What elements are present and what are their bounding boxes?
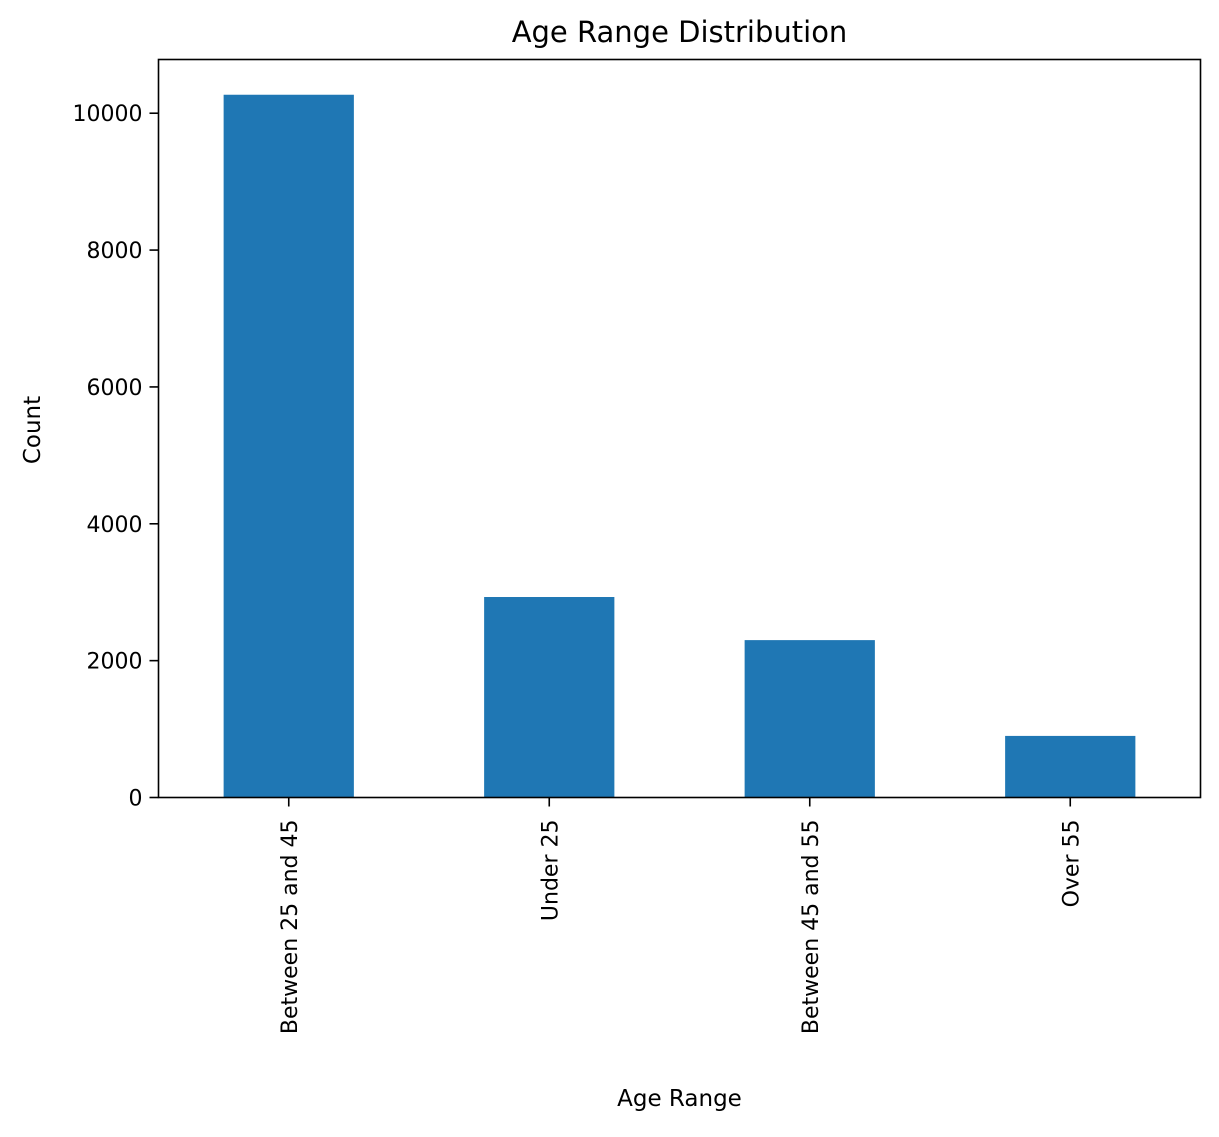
x-tick-label: Between 45 and 55 [799, 820, 824, 1035]
y-tick-label: 6000 [87, 376, 143, 401]
y-tick-label: 2000 [87, 650, 143, 675]
chart-title: Age Range Distribution [512, 15, 848, 49]
x-axis: Between 25 and 45 Under 25 Between 45 and … [278, 797, 1084, 1035]
bar [223, 94, 354, 798]
x-tick-label: Between 25 and 45 [278, 820, 303, 1035]
bar [1005, 735, 1136, 798]
y-tick-label: 8000 [87, 239, 143, 264]
y-tick-label: 10000 [73, 102, 143, 127]
bars-group [223, 94, 1136, 798]
bar [744, 640, 875, 798]
y-tick-label: 0 [129, 787, 143, 812]
x-tick-label: Under 25 [538, 820, 563, 922]
y-axis-label: Count [20, 396, 46, 464]
x-tick-label: Over 55 [1059, 820, 1084, 908]
x-axis-label: Age Range [617, 1086, 742, 1112]
plot-frame [157, 58, 1202, 799]
bar [484, 597, 615, 798]
y-tick-label: 4000 [87, 513, 143, 538]
y-axis: 0 2000 4000 6000 8000 10000 [73, 102, 159, 812]
